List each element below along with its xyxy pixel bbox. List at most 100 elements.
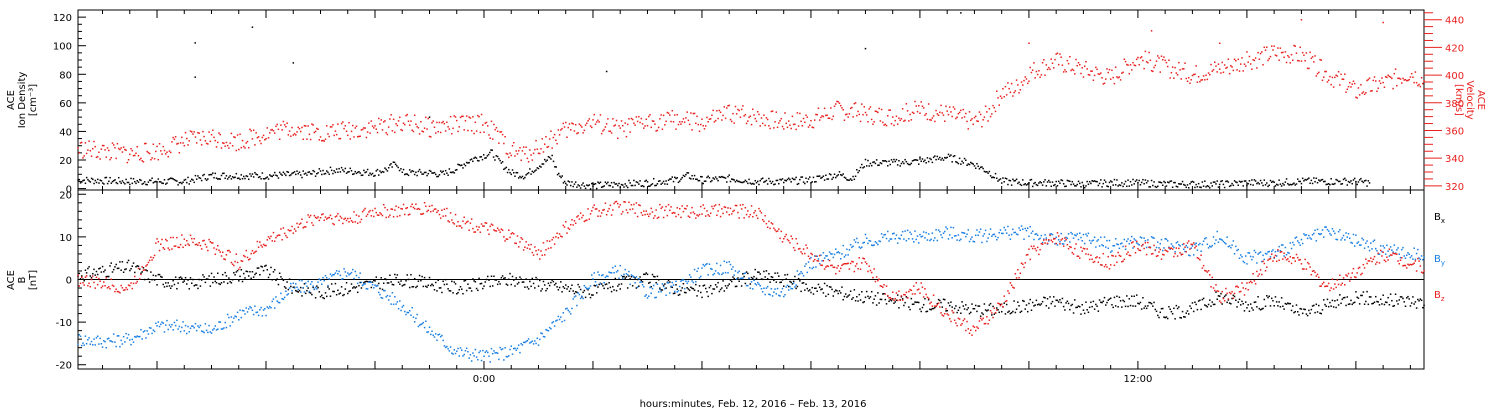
data-point-by [973, 240, 976, 243]
data-point [1048, 179, 1050, 182]
data-point [740, 108, 743, 111]
data-point-bz [257, 246, 260, 248]
data-point-bx [233, 272, 235, 274]
data-point [895, 158, 898, 161]
data-point [634, 184, 636, 187]
data-point [478, 115, 480, 118]
data-point [999, 95, 1002, 97]
data-point-bz [309, 214, 312, 217]
data-point-by [874, 241, 877, 243]
data-point-by [330, 275, 333, 277]
data-point [496, 155, 499, 158]
data-point [747, 120, 749, 122]
data-point-by [691, 280, 693, 282]
data-point-bx [359, 281, 361, 284]
data-point [749, 115, 752, 117]
data-point-by [621, 277, 624, 280]
data-point-bx [199, 285, 202, 287]
data-point [905, 160, 908, 163]
data-point [360, 129, 363, 131]
data-point [1366, 79, 1368, 82]
data-point [1069, 55, 1071, 58]
data-point-by [901, 230, 904, 233]
left-y-tick-label: 20 [59, 156, 72, 167]
data-point [633, 179, 635, 182]
data-point-by [157, 321, 160, 323]
data-point [224, 177, 226, 180]
data-point [773, 127, 775, 129]
data-point [939, 156, 941, 159]
data-point [1175, 72, 1178, 74]
data-point-bz [223, 258, 225, 260]
data-point-by [1074, 234, 1076, 236]
data-point-bx [843, 295, 846, 298]
data-point-bx [295, 289, 297, 292]
data-point-bx [137, 265, 140, 268]
data-point [769, 127, 771, 130]
data-point [489, 151, 491, 154]
data-point-by [486, 351, 489, 354]
data-point-by [652, 284, 655, 287]
data-point-by [807, 261, 810, 263]
data-point-by [1274, 250, 1277, 253]
data-point [223, 172, 225, 175]
data-point [877, 111, 879, 114]
data-point [873, 161, 875, 163]
data-point [768, 177, 770, 180]
data-point-by [646, 297, 649, 299]
data-point-bx [724, 285, 727, 287]
data-point [859, 166, 862, 169]
data-point [675, 128, 677, 130]
data-point [92, 178, 94, 181]
data-point-bx [784, 274, 786, 276]
data-point-by [514, 347, 516, 350]
data-point [674, 176, 676, 179]
data-point-bz [304, 226, 307, 228]
data-point-by [527, 338, 530, 340]
data-point [551, 154, 553, 157]
data-point-by [836, 251, 838, 254]
data-point-bx [744, 282, 747, 285]
data-point-bz [454, 213, 457, 216]
data-point-by [821, 260, 823, 262]
data-point [1267, 185, 1269, 188]
data-point-by [231, 321, 234, 323]
data-point-by [314, 286, 317, 289]
data-point [1225, 180, 1227, 183]
data-point-bx [1345, 304, 1347, 307]
data-point-bx [553, 284, 556, 286]
data-point-bx [1289, 302, 1292, 305]
data-point-bz [131, 287, 134, 290]
data-point-bx [584, 296, 587, 299]
data-point-bx [978, 305, 981, 307]
data-point [520, 176, 522, 179]
data-point [1196, 186, 1199, 188]
data-point [1067, 62, 1070, 65]
data-point-bz [138, 278, 141, 280]
data-point [986, 111, 988, 113]
data-point-bx [592, 294, 594, 296]
data-point-bx [536, 278, 539, 281]
data-point-by [782, 295, 785, 298]
data-point [1065, 70, 1067, 73]
data-point-by [947, 238, 950, 240]
data-point-by [958, 239, 961, 242]
data-point-bx [1221, 303, 1223, 305]
data-point-by [415, 317, 417, 320]
data-point-by [385, 296, 387, 298]
data-point-bz [329, 214, 332, 217]
data-point [373, 175, 375, 177]
data-point-by [546, 329, 548, 332]
data-point-by [1415, 252, 1418, 255]
data-point-bx [813, 287, 816, 290]
data-point-bz [238, 268, 240, 271]
data-point-by [1197, 244, 1200, 246]
data-point-by [893, 232, 895, 235]
data-point [1092, 180, 1095, 183]
data-point-bx [425, 285, 427, 288]
data-point [1300, 60, 1303, 62]
data-point [805, 177, 807, 180]
data-point [600, 132, 603, 135]
data-point-by [587, 288, 589, 290]
data-point [870, 118, 873, 121]
